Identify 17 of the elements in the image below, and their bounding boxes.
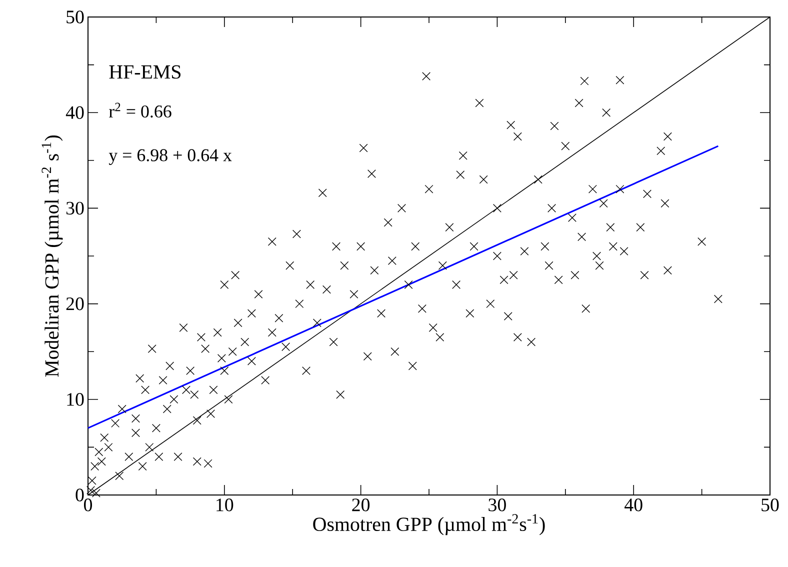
x-tick-label: 40 (624, 498, 642, 512)
y-tick-label: 20 (66, 297, 84, 310)
y-tick-label: 40 (66, 106, 84, 119)
y-axis-title: Modeliran GPP (µmol m$^{-2}$ s$^{-1}$) (42, 136, 63, 377)
x-axis-title: Osmotren GPP (µmol m$^{-2}$s$^{-1}$) (313, 514, 545, 536)
annotation: y = 6.98 + 0.64 x (108, 149, 232, 165)
x-tick-label: 0 (84, 498, 92, 512)
y-tick-label: 10 (67, 393, 84, 406)
x-tick-label: 10 (216, 498, 234, 512)
y-tick-label: 50 (66, 10, 84, 24)
annotation: r$^{2}$ = 0.66 (109, 102, 172, 118)
x-tick-label: 50 (762, 498, 779, 512)
x-tick-label: 30 (488, 498, 506, 512)
annotation: HF-EMS (109, 65, 180, 79)
y-tick-label: 0 (76, 488, 84, 502)
x-tick-label: 20 (352, 498, 370, 512)
y-tick-label: 30 (66, 202, 84, 215)
